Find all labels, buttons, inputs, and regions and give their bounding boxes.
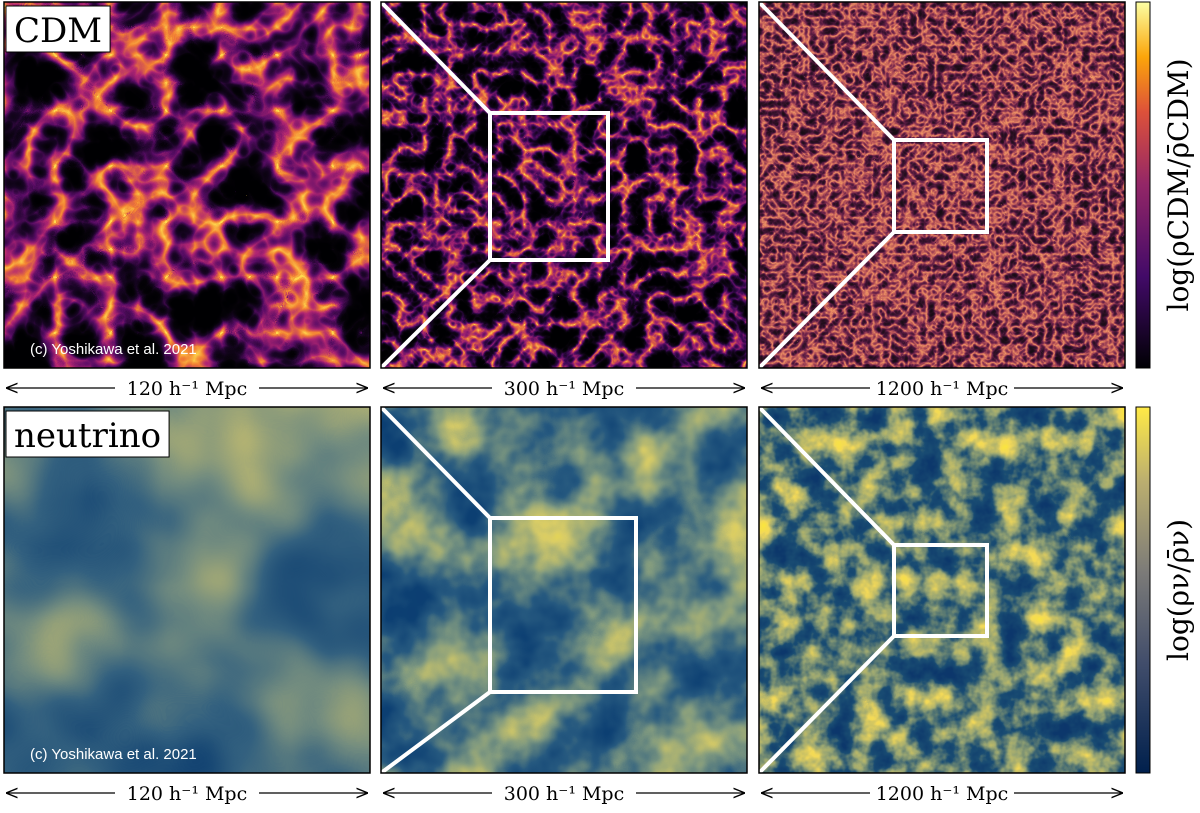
colorbar (1135, 1, 1151, 369)
zoom-line (757, 230, 896, 370)
zoom-box (892, 543, 989, 638)
panel (3, 1, 371, 369)
panel-frame (758, 406, 1126, 774)
density-map (4, 2, 370, 368)
panel-frame (380, 406, 748, 774)
density-map (4, 407, 370, 773)
zoom-line (757, 634, 896, 775)
zoom-line (379, 0, 492, 115)
panel (3, 406, 371, 774)
row-label-box (5, 410, 170, 458)
scale-label: 1200 h⁻¹ Mpc (876, 783, 1009, 805)
colorbar-label: log(ρν/ρ̄ν) (1162, 519, 1195, 661)
scale-label: 120 h⁻¹ Mpc (127, 378, 248, 400)
panel (757, 405, 1126, 775)
panel-frame (380, 1, 748, 369)
scale-label: 120 h⁻¹ Mpc (127, 783, 248, 805)
colorbar (1135, 406, 1151, 774)
zoom-box (488, 516, 638, 694)
scale-label: 1200 h⁻¹ Mpc (876, 378, 1009, 400)
zoom-line (379, 405, 492, 520)
scale-label: 300 h⁻¹ Mpc (504, 783, 625, 805)
panel-frame (3, 1, 371, 369)
zoom-line (379, 258, 492, 370)
credit: (c) Yoshikawa et al. 2021 (30, 341, 197, 358)
zoom-box (892, 138, 989, 234)
row-label: CDM (14, 11, 102, 51)
zoom-box (488, 111, 610, 262)
row-label: neutrino (14, 416, 161, 456)
panel-frame (758, 1, 1126, 369)
zoom-line (757, 0, 896, 142)
zoom-line (379, 690, 492, 775)
panel (379, 0, 748, 370)
panel-frame (3, 406, 371, 774)
zoom-line (757, 405, 896, 547)
credit: (c) Yoshikawa et al. 2021 (30, 746, 197, 763)
scale-label: 300 h⁻¹ Mpc (504, 378, 625, 400)
row-label-box (5, 5, 111, 53)
colorbar-label: log(ρCDM/ρ̄CDM) (1162, 58, 1195, 311)
panel (757, 0, 1126, 370)
panel (379, 405, 748, 775)
